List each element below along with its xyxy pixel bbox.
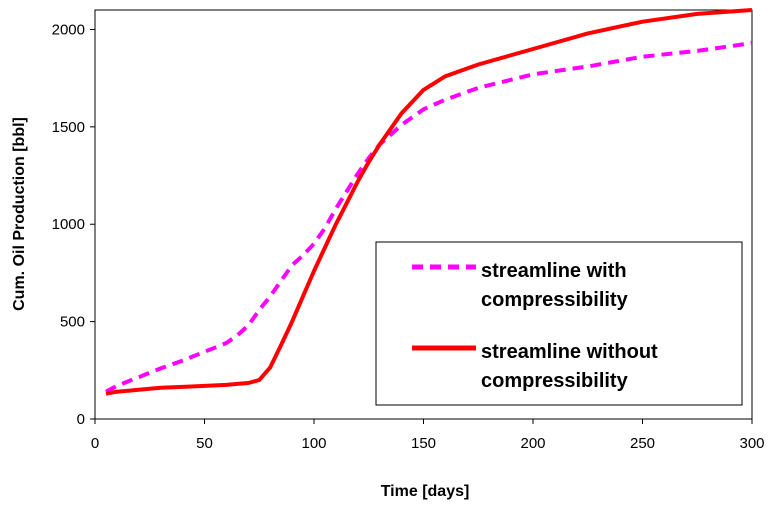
- legend-label-without-compressibility-line-1: streamline without: [481, 341, 658, 363]
- series-line-without-compressibility: [105, 8, 753, 396]
- legend-label-without-compressibility-line-2: compressibility: [481, 370, 629, 392]
- y-tick-label: 0: [77, 411, 85, 428]
- x-tick-label: 0: [91, 435, 99, 452]
- y-tick-label: 2000: [52, 21, 85, 38]
- series-line-with-compressibility: [105, 41, 753, 394]
- legend: streamline with compressibility streamli…: [375, 241, 743, 406]
- legend-label-with-compressibility-line-1: streamline with: [481, 260, 627, 282]
- x-tick-label: 250: [630, 435, 655, 452]
- series-layer: [105, 8, 753, 396]
- x-axis-title: Time [days]: [381, 483, 470, 500]
- y-tick-label: 500: [60, 314, 85, 331]
- x-tick-label: 150: [411, 435, 436, 452]
- x-axis-ticks: 0 50 100 150 200 250 300: [91, 419, 765, 452]
- y-tick-label: 1500: [52, 119, 85, 136]
- x-tick-label: 100: [301, 435, 326, 452]
- legend-label-with-compressibility: streamline with compressibility: [481, 260, 632, 311]
- x-tick-label: 200: [520, 435, 545, 452]
- y-axis-title: Cum. Oil Production [bbl]: [11, 117, 28, 311]
- x-tick-label: 50: [196, 435, 213, 452]
- legend-label-without-compressibility: streamline without compressibility: [481, 341, 663, 392]
- y-axis-ticks: 0 500 1000 1500 2000: [52, 21, 95, 428]
- legend-label-with-compressibility-line-2: compressibility: [481, 289, 629, 311]
- x-tick-label: 300: [739, 435, 764, 452]
- y-tick-label: 1000: [52, 216, 85, 233]
